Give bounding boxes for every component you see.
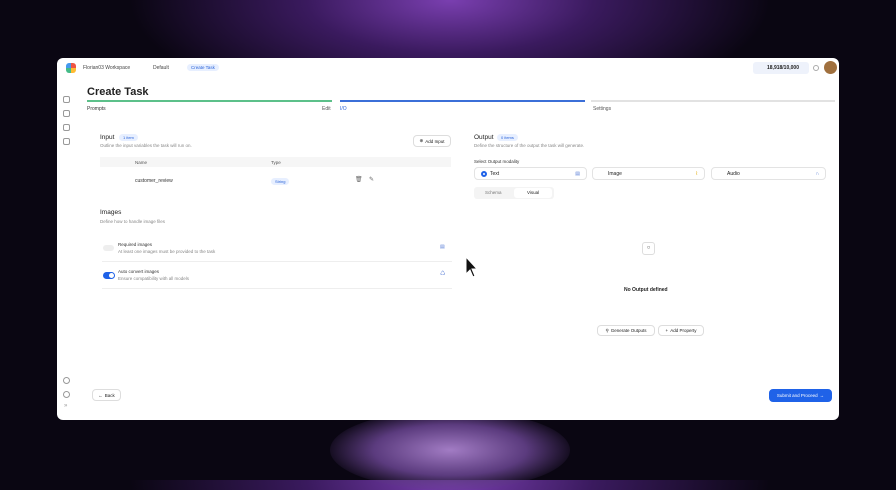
headphones-icon: ∩ bbox=[815, 170, 819, 177]
output-tabs: Schema Visual bbox=[474, 187, 554, 199]
modality-image[interactable]: Image ⌇ bbox=[592, 167, 705, 180]
mouse-cursor-icon bbox=[465, 256, 479, 278]
help-icon[interactable] bbox=[63, 377, 70, 384]
input-description: Outline the input variables the task wil… bbox=[100, 143, 192, 148]
add-input-label: Add Input bbox=[425, 138, 445, 144]
edit-icon[interactable]: ✎ bbox=[369, 177, 375, 183]
project-switcher[interactable]: Default bbox=[153, 65, 169, 71]
account-icon[interactable] bbox=[63, 391, 70, 398]
generate-label: Generate Outputs bbox=[610, 328, 647, 333]
app-logo bbox=[66, 63, 76, 73]
page-title: Create Task bbox=[87, 86, 149, 98]
add-property-button[interactable]: + Add Property bbox=[658, 325, 704, 336]
wand-icon: ⚲ bbox=[605, 327, 609, 333]
arrow-left-icon: ← bbox=[98, 392, 103, 398]
row-name: customer_review bbox=[135, 178, 173, 184]
auto-convert-toggle[interactable] bbox=[103, 272, 115, 279]
workspace-switcher[interactable]: Florian03 Workspace bbox=[83, 65, 131, 71]
add-input-button[interactable]: ⊕ Add Input bbox=[413, 135, 451, 147]
modality-audio[interactable]: Audio ∩ bbox=[711, 167, 826, 180]
input-title: Input bbox=[100, 134, 115, 141]
delete-icon[interactable]: 🗑 bbox=[355, 177, 363, 183]
plus-circle-icon: ⊕ bbox=[419, 138, 424, 143]
credits-badge[interactable]: 18,918/10,000 bbox=[753, 62, 809, 74]
search-icon: ○ bbox=[642, 242, 655, 255]
background-glow bbox=[330, 410, 570, 490]
document-icon: ▤ bbox=[440, 244, 445, 250]
back-button[interactable]: ← Back bbox=[92, 389, 121, 401]
images-title: Images bbox=[100, 209, 122, 216]
column-name: Name bbox=[135, 160, 148, 165]
empty-state-text: No Output defined bbox=[624, 287, 668, 293]
step-progress-io bbox=[340, 100, 585, 102]
table-header: Name Type bbox=[100, 157, 451, 167]
expand-sidebar-icon[interactable]: » bbox=[64, 403, 68, 409]
add-property-label: Add Property bbox=[670, 328, 697, 333]
output-title: Output bbox=[474, 134, 494, 141]
table-row: customer_review String 🗑 ✎ bbox=[100, 175, 451, 189]
option-title: Required images bbox=[118, 242, 153, 247]
credits-value: 18,918/10,000 bbox=[767, 65, 799, 71]
step-io[interactable]: I/O bbox=[340, 106, 347, 112]
modality-label: Select Output modality bbox=[474, 159, 520, 164]
recycle-icon: ♺ bbox=[440, 271, 446, 277]
tab-visual[interactable]: Visual bbox=[514, 188, 552, 198]
column-type: Type bbox=[271, 160, 281, 165]
step-progress-prompts bbox=[87, 100, 332, 102]
option-desc: Ensure compatibility with all models bbox=[118, 276, 190, 281]
step-progress-settings bbox=[591, 100, 835, 102]
modality-text[interactable]: Text ▤ bbox=[474, 167, 587, 180]
option-title: Auto convert images bbox=[118, 269, 160, 274]
required-images-toggle[interactable] bbox=[103, 245, 114, 251]
option-desc: At least one images must be provided to … bbox=[118, 249, 216, 254]
analytics-icon[interactable] bbox=[63, 124, 70, 131]
row-type-badge: String bbox=[271, 178, 290, 185]
images-description: Define how to handle image files bbox=[100, 219, 166, 224]
image-icon: ⌇ bbox=[695, 170, 698, 177]
step-settings[interactable]: Settings bbox=[593, 106, 612, 112]
output-description: Define the structure of the output the t… bbox=[474, 143, 585, 148]
input-count-badge: 1 item bbox=[119, 134, 138, 141]
modality-label-audio: Audio bbox=[727, 170, 740, 177]
required-images-option: Required images At least one images must… bbox=[102, 240, 452, 262]
auto-convert-option: Auto convert images Ensure compatibility… bbox=[102, 267, 452, 289]
submit-button[interactable]: Submit and Proceed → bbox=[769, 389, 832, 402]
step-prompts[interactable]: Prompts bbox=[87, 106, 106, 112]
settings-icon[interactable] bbox=[813, 65, 819, 71]
plus-icon: + bbox=[665, 328, 669, 333]
tab-schema[interactable]: Schema bbox=[485, 190, 502, 195]
app-window: Florian03 Workspace Default Create Task … bbox=[57, 58, 839, 420]
modality-label-image: Image bbox=[608, 170, 622, 177]
submit-label: Submit and Proceed bbox=[776, 393, 818, 398]
share-icon[interactable] bbox=[63, 138, 70, 145]
edit-prompts-link[interactable]: Edit bbox=[322, 106, 331, 112]
avatar[interactable] bbox=[824, 61, 837, 74]
generate-outputs-button[interactable]: ⚲ Generate Outputs bbox=[597, 325, 655, 336]
tasks-icon[interactable] bbox=[63, 96, 70, 103]
output-count-badge: 0 items bbox=[497, 134, 518, 141]
radio-selected-icon bbox=[481, 170, 487, 177]
library-icon[interactable] bbox=[63, 110, 70, 117]
breadcrumb-current: Create Task bbox=[187, 64, 219, 71]
arrow-right-icon: → bbox=[819, 393, 825, 398]
back-label: Back bbox=[104, 392, 115, 398]
text-icon: ▤ bbox=[575, 170, 580, 177]
modality-label-text: Text bbox=[490, 170, 500, 177]
